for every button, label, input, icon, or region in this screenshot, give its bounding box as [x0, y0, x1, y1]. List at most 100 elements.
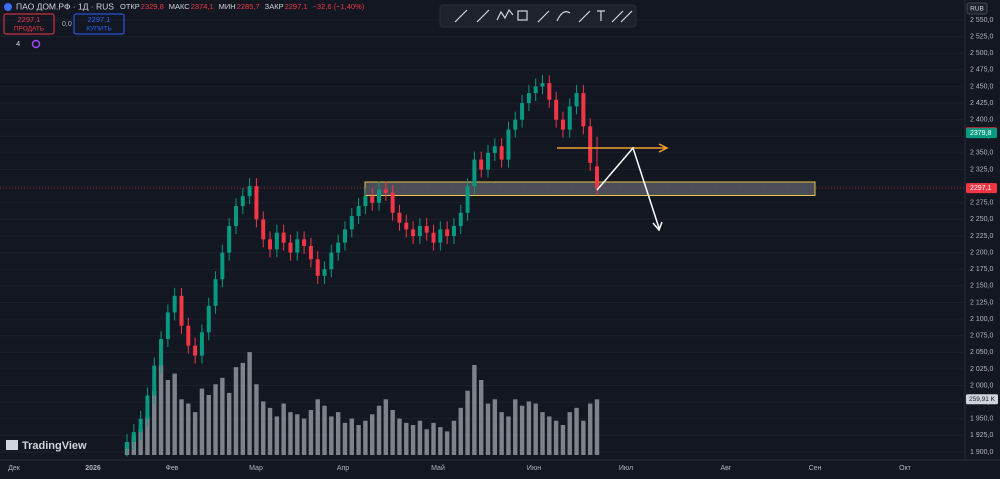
y-tick-label: 2 425,0: [970, 100, 993, 107]
candle-body: [390, 192, 395, 213]
volume-bar: [479, 380, 484, 455]
currency-box[interactable]: [966, 2, 988, 15]
candle-body: [377, 189, 382, 203]
x-tick-label: 2026: [85, 465, 101, 472]
volume-bar: [410, 425, 416, 455]
volume-bar: [513, 399, 518, 455]
y-tick-label: 2 075,0: [970, 333, 993, 340]
y-tick-label: 2 450,0: [970, 83, 993, 90]
candle-body: [220, 252, 225, 280]
tool-rectangle[interactable]: [517, 10, 528, 21]
volume-bar: [553, 420, 559, 455]
logo[interactable]: TradingView: [22, 440, 87, 452]
buy-button[interactable]: [73, 13, 125, 35]
candle-body: [567, 106, 572, 130]
candle-body: [302, 239, 307, 246]
tool-measure[interactable]: [611, 10, 624, 23]
candle-body: [254, 186, 259, 220]
tool-arrow[interactable]: [537, 10, 550, 23]
white-arrow-head: [652, 221, 663, 232]
candle-body: [370, 196, 375, 203]
volume-bar: [267, 407, 273, 455]
volume-bar: [335, 412, 341, 455]
volume-bar: [540, 412, 545, 455]
volume-bar: [186, 403, 191, 455]
tool-brush[interactable]: [578, 10, 591, 23]
candle-body: [274, 232, 279, 250]
candle-body: [308, 245, 313, 260]
x-tick-label: Дек: [8, 465, 21, 472]
y-tick-label: 2 150,0: [970, 283, 993, 290]
price-badge-label: 2379,8: [970, 130, 992, 137]
volume-bar: [192, 412, 198, 455]
volume-bar: [547, 416, 552, 455]
candle-body: [233, 206, 238, 227]
volume-bar: [247, 352, 252, 455]
currency: RUB: [970, 6, 984, 13]
volume-bar: [390, 410, 395, 455]
y-tick-label: 1 900,0: [970, 449, 993, 456]
candle-body: [261, 219, 266, 240]
y-tick-label: 2 200,0: [970, 249, 993, 256]
volume-bar: [179, 399, 184, 455]
tool-ray[interactable]: [476, 9, 490, 23]
indicator-icon[interactable]: [31, 39, 41, 49]
y-tick-label: 2 500,0: [970, 50, 993, 57]
volume-bar: [465, 390, 470, 455]
volume-bar: [506, 416, 511, 455]
sell-button[interactable]: [3, 13, 55, 35]
candle-body: [165, 312, 170, 340]
y-tick-label: 2 525,0: [970, 33, 993, 40]
candle-body: [138, 418, 143, 433]
volume-bar: [261, 401, 266, 455]
candle-body: [520, 103, 525, 120]
support-zone[interactable]: [364, 181, 816, 196]
candle-body: [356, 206, 361, 217]
volume-bar: [240, 362, 245, 455]
volume-bar: [567, 412, 572, 455]
candle-body: [172, 295, 177, 313]
x-tick-label: Июл: [619, 465, 633, 472]
volume-bar: [233, 367, 239, 455]
x-tick-label: Май: [431, 464, 445, 472]
y-tick-label: 2 400,0: [970, 117, 993, 124]
volume-bar: [444, 431, 450, 455]
candle-body: [581, 93, 586, 127]
orange-arrow-head: [658, 143, 669, 153]
candle-body: [588, 126, 593, 163]
volume-bar: [472, 365, 477, 455]
x-tick-label: Окт: [899, 465, 912, 472]
indicators-count[interactable]: 4: [16, 39, 20, 48]
tool-curve[interactable]: [556, 11, 571, 22]
price-badge-label: 2297,1: [970, 185, 992, 192]
symbol[interactable]: ПАО ДОМ.РФ · 1Д · RUS: [16, 1, 114, 11]
volume-bar: [417, 420, 423, 455]
volume-bar: [329, 416, 334, 455]
candle-body: [479, 159, 484, 170]
volume-bar: [594, 399, 600, 455]
tool-pattern[interactable]: [496, 8, 514, 21]
drawing-toolbar: [439, 4, 637, 28]
candle-body: [240, 196, 245, 207]
ohlc-value: 2297,1: [285, 2, 308, 11]
volume-bar: [172, 373, 177, 455]
volume-bar: [560, 425, 566, 455]
candle-body: [424, 226, 429, 233]
candle-body: [533, 86, 538, 94]
tool-text[interactable]: [597, 10, 605, 21]
volume-bar: [574, 407, 579, 455]
candle-body: [574, 93, 579, 107]
tool-more[interactable]: [620, 10, 633, 23]
candle-body: [247, 186, 252, 197]
candle-body: [152, 365, 157, 396]
candle-body: [322, 269, 327, 276]
x-tick-label: Авг: [721, 465, 732, 472]
candle-body: [315, 259, 320, 276]
tool-trendline[interactable]: [454, 9, 468, 23]
white-arrow[interactable]: [596, 146, 660, 229]
candle-body: [179, 295, 184, 326]
change: −32,6 (−1,40%): [313, 2, 365, 11]
candle-body: [417, 226, 422, 236]
volume-bar: [165, 380, 171, 455]
